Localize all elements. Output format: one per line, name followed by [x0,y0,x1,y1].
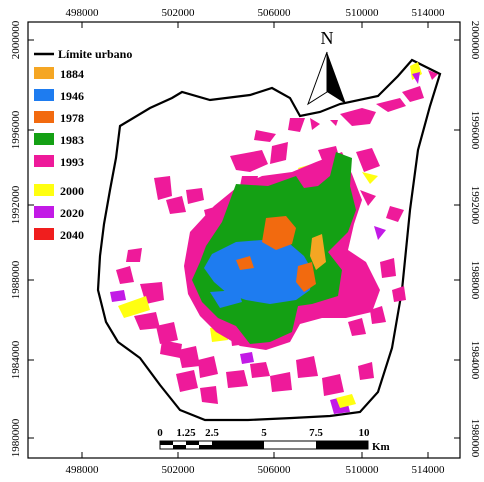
legend-swatch-2020 [34,206,54,218]
x-tick-bottom: 506000 [258,464,292,476]
y-tick-right: 2000000 [469,21,481,60]
scale-label: 5 [261,427,267,439]
legend-boundary-label: Límite urbano [58,47,132,61]
y-tick-left: 1984000 [10,340,22,379]
legend-label-2040: 2040 [60,228,84,242]
x-tick-top: 498000 [66,7,100,19]
y-tick-right: 1988000 [469,261,481,300]
scale-bar: 0 1.25 2.5 5 7.5 10 Km [157,427,389,453]
scale-unit: Km [372,441,390,453]
scale-label: 1.25 [176,427,196,439]
x-tick-top: 502000 [162,7,196,19]
legend-swatch-1884 [34,67,54,79]
growth-1978-part [236,256,254,270]
outer-patches [110,62,438,414]
legend-swatch-2000 [34,184,54,196]
growth-1884 [310,234,326,270]
y-tick-left: 1992000 [10,185,22,224]
north-arrow-icon: N [307,28,346,106]
scale-label: 10 [359,427,371,439]
top-ticks [28,22,460,458]
scale-label: 0 [157,427,163,439]
x-tick-bottom: 498000 [66,464,100,476]
y-tick-right: 1992000 [469,186,481,225]
x-tick-bottom: 510000 [346,464,380,476]
legend-label-1884: 1884 [60,67,84,81]
legend-swatch-1946 [34,89,54,101]
growth-1978-part [296,262,316,292]
x-tick-top: 510000 [346,7,380,19]
legend-label-2020: 2020 [60,206,84,220]
legend-label-1983: 1983 [60,133,84,147]
legend-label-1978: 1978 [60,111,84,125]
scale-label: 7.5 [309,427,323,439]
x-tick-bottom: 502000 [162,464,196,476]
scale-label: 2.5 [205,427,219,439]
growth-1946-part [210,290,242,308]
legend-swatch-2040 [34,228,54,240]
legend-label-1993: 1993 [60,155,84,169]
legend-swatch-1993 [34,155,54,167]
y-tick-right: 1984000 [469,341,481,380]
legend-label-2000: 2000 [60,184,84,198]
y-tick-left: 1996000 [10,110,22,149]
growth-1978 [262,216,296,250]
legend-swatch-1978 [34,111,54,123]
y-tick-right: 1996000 [469,111,481,150]
y-tick-right: 1980000 [469,419,481,458]
growth-1946 [204,240,312,304]
y-tick-left: 1988000 [10,260,22,299]
y-tick-left: 1980000 [10,418,22,457]
y-tick-left: 2000000 [10,20,22,59]
legend-swatch-1983 [34,133,54,145]
north-label: N [321,28,334,48]
x-tick-bottom: 514000 [412,464,446,476]
x-tick-top: 506000 [258,7,292,19]
legend: Límite urbano 1884 1946 1978 1983 1993 2… [34,47,132,242]
legend-label-1946: 1946 [60,89,84,103]
x-tick-top: 514000 [412,7,446,19]
